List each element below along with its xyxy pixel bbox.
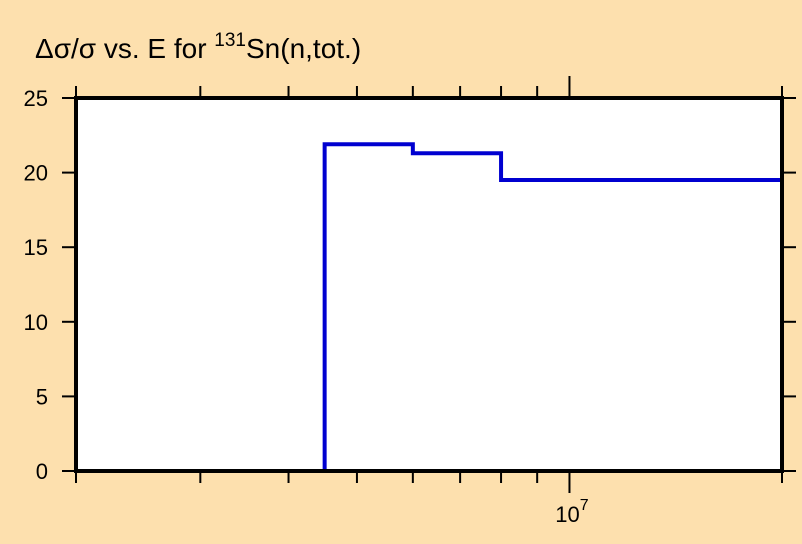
series-line: [322, 142, 784, 471]
y-tick-label: 20: [24, 161, 48, 186]
plot-area: [76, 98, 782, 471]
x-tick-label-1e7: 107: [555, 497, 588, 527]
x-tick-label-base: 10: [555, 502, 579, 527]
y-tick-label: 15: [24, 235, 48, 260]
x-tick-label-exponent: 7: [580, 497, 589, 514]
chart-title: Δσ/σ vs. E for 131Sn(n,tot.): [35, 30, 361, 64]
chart-title-superscript: 131: [214, 30, 246, 51]
y-tick-label: 10: [24, 310, 48, 335]
chart-title-prefix: Δσ/σ vs. E for: [35, 33, 214, 64]
y-tick-label: 25: [24, 86, 48, 111]
y-tick-label: 0: [36, 459, 48, 484]
plot-frame: [74, 96, 784, 473]
y-tick-label: 5: [36, 384, 48, 409]
y-axis: 0 5 10 15 20 25: [24, 86, 796, 484]
chart-title-suffix: Sn(n,tot.): [246, 33, 361, 64]
